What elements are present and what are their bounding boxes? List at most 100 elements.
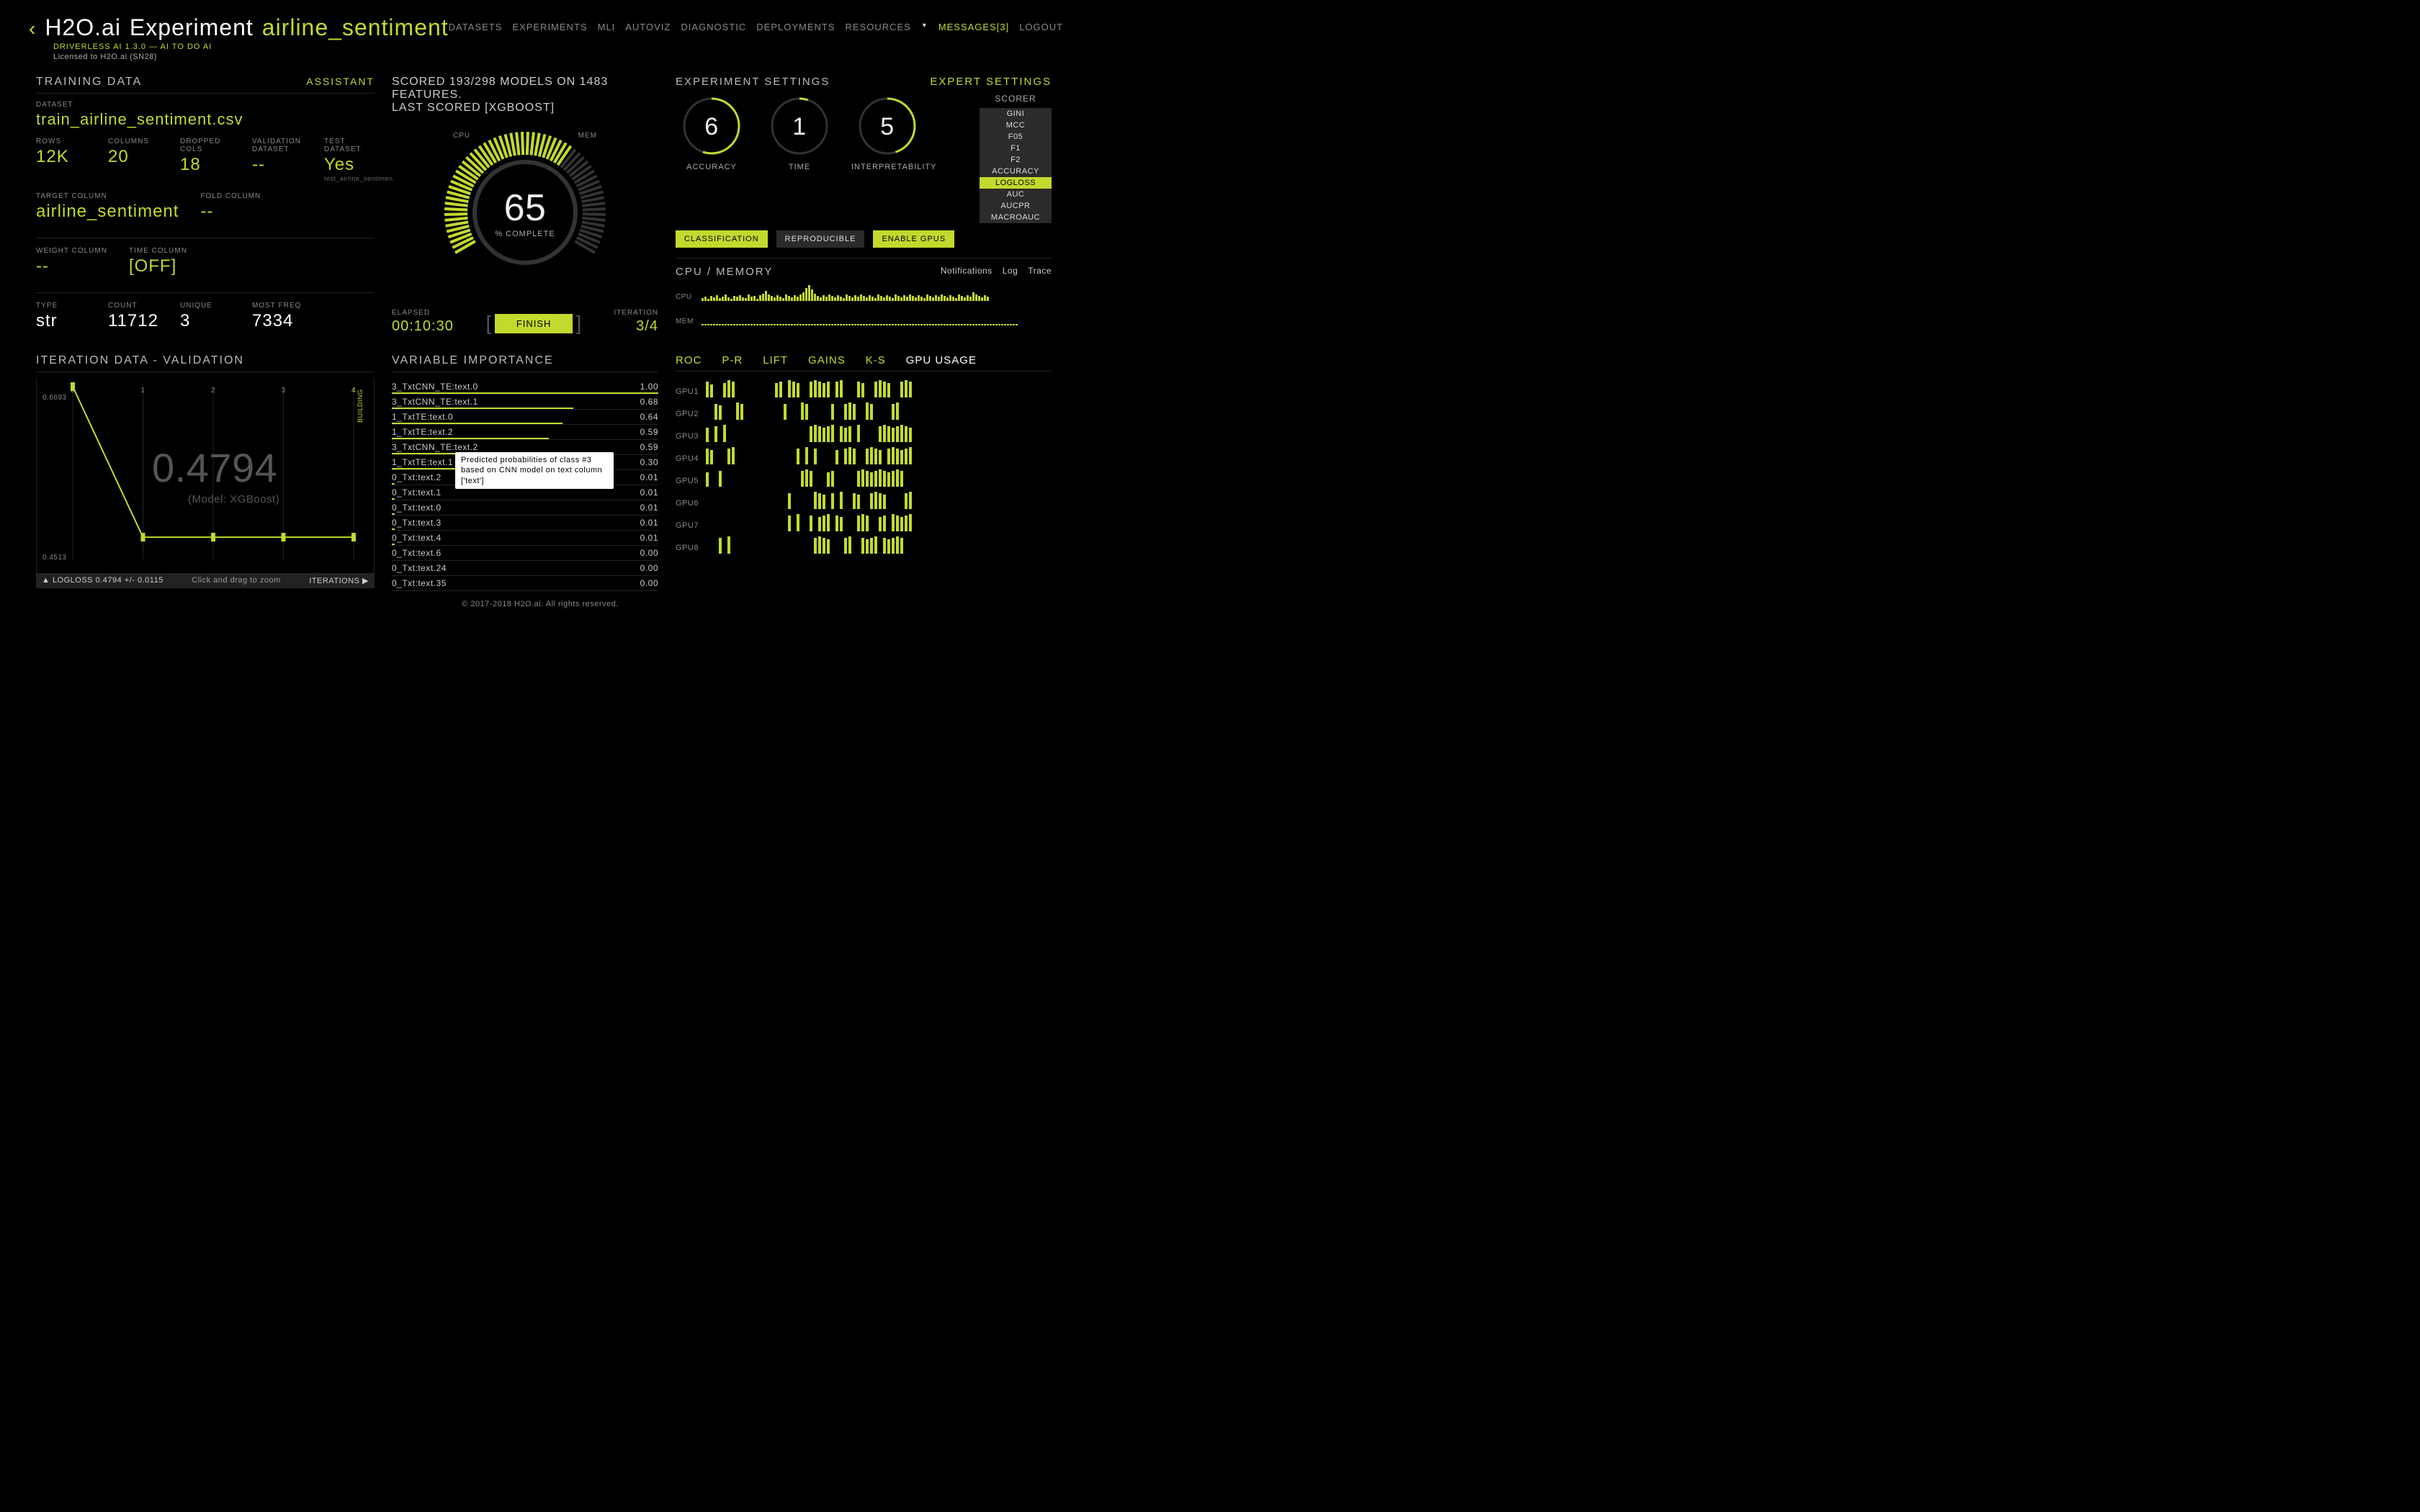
svg-text:6: 6 (704, 113, 718, 140)
vi-row[interactable]: 1_TxtTE:text.00.64 (392, 410, 658, 425)
tab-p-r[interactable]: P-R (722, 354, 743, 366)
scorer-f1[interactable]: F1 (980, 143, 1052, 154)
stat-value: 3 (180, 311, 230, 331)
tab-k-s[interactable]: K-S (866, 354, 886, 366)
stat-label: TARGET COLUMN (36, 192, 179, 200)
tab-lift[interactable]: LIFT (763, 354, 788, 366)
scorer-auc[interactable]: AUC (980, 189, 1052, 200)
tab-roc[interactable]: ROC (676, 354, 702, 366)
vi-value: 0.01 (640, 503, 658, 513)
dial-accuracy[interactable]: 6 ACCURACY (676, 94, 748, 171)
stat-label: COUNT (108, 302, 158, 310)
vi-row[interactable]: 0_Txt:text.00.01 (392, 500, 658, 516)
brand[interactable]: H2O.ai (45, 14, 121, 41)
breadcrumb-section: Experiment (130, 14, 254, 41)
vi-row[interactable]: 0_Txt:text.240.00 (392, 561, 658, 576)
nav-resources[interactable]: RESOURCES (846, 22, 911, 32)
logtab-log[interactable]: Log (1003, 266, 1018, 276)
vi-name: 3_TxtCNN_TE:text.0 (392, 382, 478, 392)
dataset-label: DATASET (36, 101, 375, 109)
assistant-link[interactable]: ASSISTANT (306, 76, 375, 89)
stat-value: -- (252, 155, 302, 175)
product-version: DRIVERLESS AI 1.3.0 — AI TO DO AI (53, 42, 449, 51)
scorer-f05[interactable]: F05 (980, 131, 1052, 143)
gpu-row: GPU1 (676, 379, 1052, 397)
svg-text:5: 5 (880, 113, 894, 140)
scorer-aucpr[interactable]: AUCPR (980, 200, 1052, 212)
gpu-label: GPU4 (676, 454, 700, 464)
vi-value: 0.00 (640, 548, 658, 558)
cpumem-title: CPU / MEMORY (676, 266, 773, 278)
vi-name: 3_TxtCNN_TE:text.1 (392, 397, 478, 407)
iteration-big-metric: 0.4794 (152, 444, 277, 491)
iteration-model-name: (Model: XGBoost) (188, 493, 279, 505)
dial-interpretability[interactable]: 5 INTERPRETABILITY (851, 94, 923, 171)
experiment-settings-title: EXPERIMENT SETTINGS (676, 76, 830, 88)
stat-value: -- (200, 202, 261, 222)
iteration-chart[interactable]: 01234BUILDING0.66930.4513 0.4794 (Model:… (36, 379, 375, 574)
cpu-sparkline (702, 281, 1052, 301)
scorer-mcc[interactable]: MCC (980, 120, 1052, 131)
vi-row[interactable]: 1_TxtTE:text.20.59 (392, 425, 658, 440)
vi-row[interactable]: 0_Txt:text.6 0.00 (392, 546, 658, 561)
vi-value: 0.30 (640, 457, 658, 467)
nav-messages-3-[interactable]: MESSAGES[3] (938, 22, 1009, 32)
logtab-trace[interactable]: Trace (1028, 266, 1052, 276)
cpu-sparkline-label: CPU (676, 293, 696, 301)
pill-enable-gpus[interactable]: ENABLE GPUS (873, 230, 954, 248)
tab-gains[interactable]: GAINS (808, 354, 846, 366)
stat-label: FOLD COLUMN (200, 192, 261, 200)
footer-copyright: © 2017-2018 H2O.ai. All rights reserved. (0, 591, 1080, 608)
gpu-row: GPU3 (676, 423, 1052, 442)
nav-autoviz[interactable]: AUTOVIZ (625, 22, 671, 32)
logtab-notifications[interactable]: Notifications (941, 266, 992, 276)
vi-row[interactable]: 3_TxtCNN_TE:text.10.68 (392, 395, 658, 410)
dial-label: ACCURACY (676, 163, 748, 171)
nav-deployments[interactable]: DEPLOYMENTS (756, 22, 835, 32)
scorer-macroauc[interactable]: MACROAUC (980, 212, 1052, 223)
dial-label: INTERPRETABILITY (851, 163, 923, 171)
iteration-footer-hint: Click and drag to zoom (192, 576, 281, 585)
vi-name: 0_Txt:text.3 (392, 518, 442, 528)
scorer-list: SCORER GINIMCCF05F1F2ACCURACYLOGLOSSAUCA… (980, 94, 1052, 223)
gpu-row: GPU8 (676, 535, 1052, 554)
scorer-gini[interactable]: GINI (980, 108, 1052, 120)
scorer-logloss[interactable]: LOGLOSS (980, 177, 1052, 189)
pill-classification[interactable]: CLASSIFICATION (676, 230, 768, 248)
finish-button[interactable]: FINISH (495, 314, 573, 333)
stat-label: COLUMNS (108, 138, 158, 145)
stat-label: UNIQUE (180, 302, 230, 310)
variable-importance-panel: VARIABLE IMPORTANCE 3_TxtCNN_TE:text.01.… (392, 354, 658, 591)
dial-time[interactable]: 1TIME (763, 94, 835, 171)
vi-name: 0_Txt:text.6 (392, 548, 442, 558)
nav-datasets[interactable]: DATASETS (449, 22, 503, 32)
stat-label: TYPE (36, 302, 86, 310)
progress-gauge: CPU MEM 65 % COMPLETE (431, 119, 619, 306)
scorer-accuracy[interactable]: ACCURACY (980, 166, 1052, 177)
progress-percent: 65 (504, 186, 547, 230)
vi-row[interactable]: 0_Txt:text.40.01 (392, 531, 658, 546)
vi-row[interactable]: 3_TxtCNN_TE:text.01.00 (392, 379, 658, 395)
stat-value: airline_sentiment (36, 202, 179, 222)
vi-value: 0.01 (640, 487, 658, 498)
gpu-label: GPU2 (676, 410, 700, 420)
expert-settings-link[interactable]: EXPERT SETTINGS (930, 76, 1052, 88)
vi-row[interactable]: 1_TxtTE:text.10.30Predicted probabilitie… (392, 455, 658, 470)
tab-gpu-usage[interactable]: GPU USAGE (906, 354, 977, 366)
nav-diagnostic[interactable]: DIAGNOSTIC (681, 22, 746, 32)
gpu-label: GPU8 (676, 544, 700, 554)
stat-value: str (36, 311, 86, 331)
dataset-name[interactable]: train_airline_sentiment.csv (36, 110, 375, 129)
vi-row[interactable]: 0_Txt:text.30.01 (392, 516, 658, 531)
nav-experiments[interactable]: EXPERIMENTS (512, 22, 587, 32)
scorer-f2[interactable]: F2 (980, 154, 1052, 166)
progress-panel: SCORED 193/298 MODELS ON 1483 FEATURES. … (392, 76, 658, 341)
vi-row[interactable]: 0_Txt:text.350.00 (392, 576, 658, 591)
iteration-footer-link[interactable]: ITERATIONS ▶ (309, 576, 369, 585)
gpu-row: GPU6 (676, 490, 1052, 509)
svg-text:1: 1 (792, 113, 806, 140)
nav-logout[interactable]: LOGOUT (1019, 22, 1063, 32)
back-chevron-icon[interactable]: ‹ (29, 17, 36, 40)
nav-mli[interactable]: MLI (598, 22, 616, 32)
pill-reproducible[interactable]: REPRODUCIBLE (776, 230, 865, 248)
